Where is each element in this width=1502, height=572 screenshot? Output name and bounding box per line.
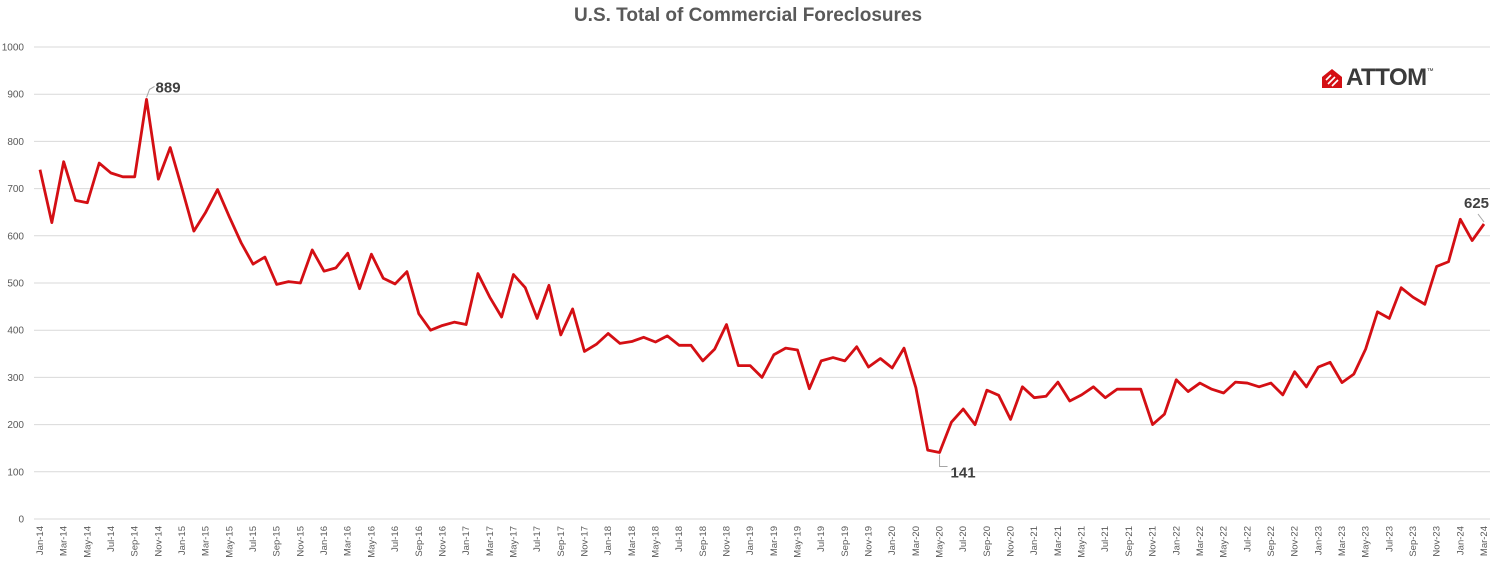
x-tick-label: Nov-20: [1006, 526, 1017, 557]
x-tick-label: Mar-24: [1479, 526, 1490, 556]
x-tick-label: Nov-18: [721, 526, 732, 557]
x-tick-label: May-16: [366, 526, 377, 558]
chart-title: U.S. Total of Commercial Foreclosures: [573, 5, 923, 26]
gridlines: [34, 46, 1490, 520]
x-tick-label: Sep-21: [1124, 526, 1135, 557]
y-tick-label: 400: [7, 326, 24, 337]
x-tick-label: Nov-19: [864, 526, 875, 557]
y-tick-label: 500: [7, 279, 24, 290]
x-tick-label: Jul-21: [1100, 526, 1111, 552]
annotation-label: 141: [951, 464, 976, 481]
annotation-label: 889: [156, 79, 181, 96]
x-tick-label: Jul-14: [106, 526, 117, 552]
x-tick-label: Mar-19: [769, 526, 780, 556]
x-tick-label: May-17: [508, 526, 519, 558]
x-tick-label: Jan-15: [177, 526, 188, 555]
x-tick-label: Sep-19: [840, 526, 851, 557]
x-tick-label: May-21: [1077, 526, 1088, 558]
x-tick-label: Jul-18: [674, 526, 685, 552]
annotation-leader: [1477, 213, 1485, 223]
x-tick-label: Jul-23: [1384, 526, 1395, 552]
x-tick-label: Sep-23: [1408, 526, 1419, 557]
y-tick-label: 600: [7, 231, 24, 242]
x-tick-label: Sep-15: [272, 526, 283, 557]
x-tick-label: Nov-16: [437, 526, 448, 557]
y-tick-label: 900: [7, 90, 24, 101]
x-tick-label: Jul-22: [1242, 526, 1253, 552]
x-tick-label: Jan-22: [1171, 526, 1182, 555]
x-tick-label: Sep-16: [414, 526, 425, 557]
x-tick-label: Jan-17: [461, 526, 472, 555]
x-tick-label: Mar-21: [1053, 526, 1064, 556]
x-tick-label: Jan-14: [35, 526, 46, 555]
x-tick-label: Mar-16: [343, 526, 354, 556]
x-tick-label: Sep-18: [698, 526, 709, 557]
x-tick-label: Jan-18: [603, 526, 614, 555]
x-tick-label: Jul-15: [248, 526, 259, 552]
series-foreclosures: [38, 97, 1486, 454]
y-tick-label: 300: [7, 373, 24, 384]
x-tick-label: Jul-17: [532, 526, 543, 552]
annotation-label: 625: [1464, 195, 1489, 212]
x-tick-label: Nov-14: [153, 526, 164, 557]
x-tick-label: May-23: [1361, 526, 1372, 558]
y-axis-ticks: 0 100 200 300 400 500 600 700 800 900 1000: [2, 43, 25, 526]
attom-logo: ATTOM ™: [1320, 64, 1434, 92]
x-tick-label: May-19: [793, 526, 804, 558]
y-tick-label: 700: [7, 184, 24, 195]
x-tick-label: Mar-22: [1195, 526, 1206, 556]
x-tick-label: Sep-20: [982, 526, 993, 557]
x-tick-label: May-14: [82, 526, 93, 558]
x-tick-label: May-15: [224, 526, 235, 558]
x-tick-label: Nov-15: [295, 526, 306, 557]
x-tick-label: Nov-21: [1148, 526, 1159, 557]
annotation-leader: [146, 85, 155, 98]
x-tick-label: Nov-23: [1432, 526, 1443, 557]
x-tick-label: Mar-15: [201, 526, 212, 556]
x-tick-label: May-22: [1219, 526, 1230, 558]
y-tick-label: 800: [7, 137, 24, 148]
x-tick-label: Jan-19: [745, 526, 756, 555]
x-tick-label: Mar-23: [1337, 526, 1348, 556]
x-tick-label: May-20: [935, 526, 946, 558]
y-tick-label: 100: [7, 467, 24, 478]
y-tick-label: 0: [18, 515, 24, 526]
y-tick-label: 1000: [2, 43, 25, 54]
logo-trademark: ™: [1426, 68, 1434, 75]
series-line: [38, 97, 1486, 454]
annotations: 889 141 625: [146, 79, 1489, 481]
annotation-leader: [939, 454, 948, 467]
x-tick-label: Jul-20: [958, 526, 969, 552]
x-tick-label: May-18: [650, 526, 661, 558]
x-tick-label: Mar-17: [485, 526, 496, 556]
x-tick-label: Sep-22: [1266, 526, 1277, 557]
x-tick-label: Nov-22: [1290, 526, 1301, 557]
y-tick-label: 200: [7, 420, 24, 431]
house-logo-icon: [1322, 69, 1342, 88]
x-axis-ticks: Jan-14 Mar-14 May-14 Jul-14 Sep-14 Nov-14 Jan-…: [35, 526, 1490, 558]
x-tick-label: Mar-14: [59, 526, 70, 556]
x-tick-label: Nov-17: [579, 526, 590, 557]
x-tick-label: Sep-14: [130, 526, 141, 557]
x-tick-label: Sep-17: [556, 526, 567, 557]
x-tick-label: Jan-16: [319, 526, 330, 555]
x-tick-label: Jul-19: [816, 526, 827, 552]
x-tick-label: Mar-18: [627, 526, 638, 556]
x-tick-label: Jan-24: [1455, 526, 1466, 555]
x-tick-label: Jan-20: [887, 526, 898, 555]
x-tick-label: Jan-23: [1313, 526, 1324, 555]
logo-text: ATTOM: [1346, 64, 1427, 91]
x-tick-label: Mar-20: [911, 526, 922, 556]
x-tick-label: Jul-16: [390, 526, 401, 552]
x-tick-label: Jan-21: [1029, 526, 1040, 555]
